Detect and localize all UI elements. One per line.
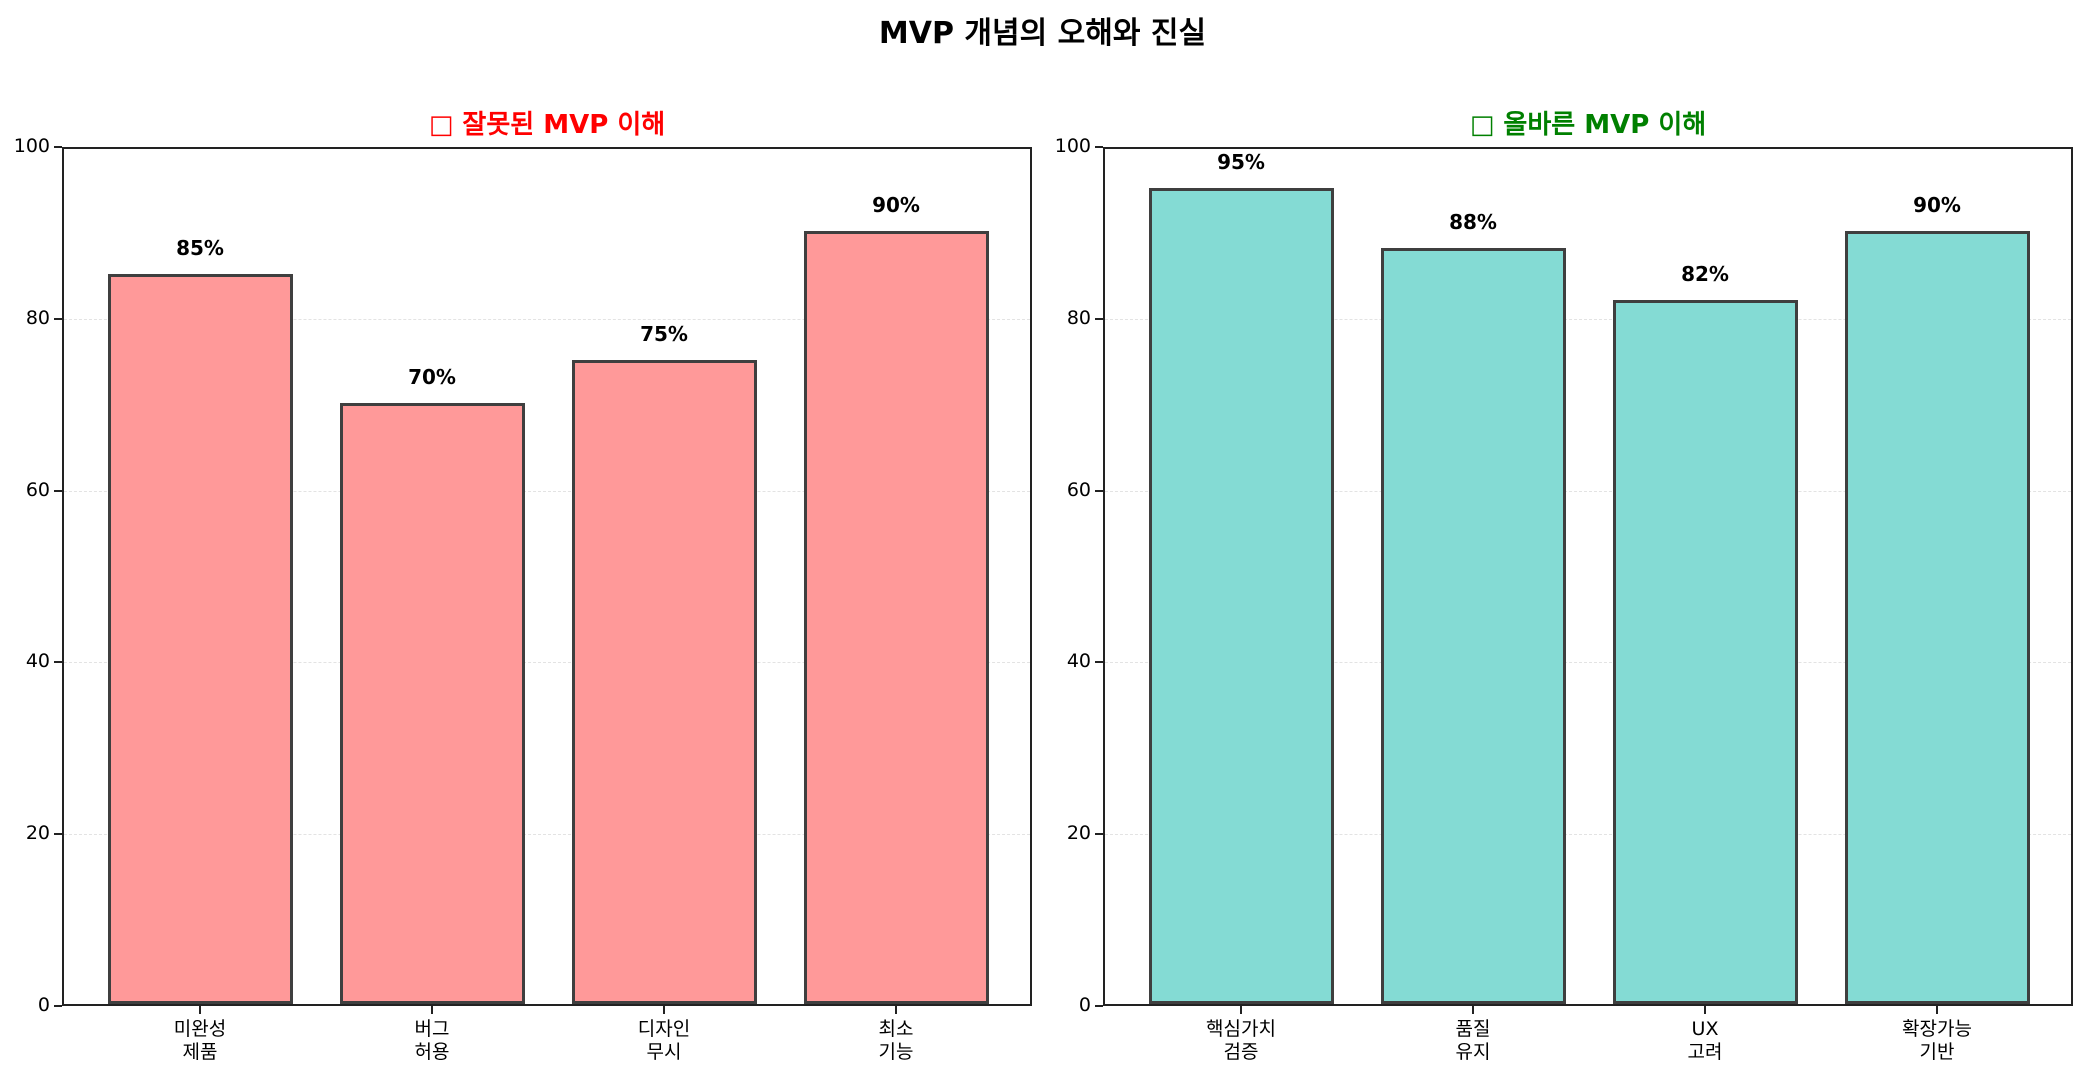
- x-tick-label: 버그 허용: [332, 1018, 532, 1064]
- bar[interactable]: [1148, 187, 1334, 1004]
- gridline: [1105, 318, 2071, 320]
- x-tick-mark: [663, 1006, 665, 1014]
- y-tick-mark: [54, 661, 62, 664]
- y-tick-label: 40: [25, 650, 50, 673]
- y-tick-label: 80: [1066, 306, 1091, 329]
- x-tick-label: 최소 기능: [796, 1018, 996, 1064]
- x-tick-label: 확장가능 기반: [1837, 1018, 2037, 1064]
- y-tick-mark: [1095, 661, 1103, 664]
- bar-value-label: 90%: [1913, 192, 1961, 217]
- y-tick-label: 60: [25, 478, 50, 501]
- bar[interactable]: [571, 359, 757, 1004]
- bar-value-label: 85%: [176, 235, 224, 260]
- gridline: [1105, 490, 2071, 492]
- x-tick-label-line: 디자인: [637, 1018, 691, 1040]
- x-tick-label: UX 고려: [1605, 1018, 1805, 1064]
- plot-axes: [1103, 147, 2073, 1006]
- x-tick-label-line: 핵심가치: [1206, 1018, 1276, 1040]
- x-tick-mark: [1472, 1006, 1474, 1014]
- bar[interactable]: [803, 230, 989, 1004]
- y-tick-label: 100: [13, 135, 50, 157]
- bar[interactable]: [1844, 230, 2030, 1004]
- x-tick-label-line: 기능: [878, 1041, 914, 1063]
- x-tick-label-line: UX: [1691, 1018, 1719, 1040]
- bar-value-label: 88%: [1449, 210, 1497, 235]
- y-tick-mark: [54, 146, 62, 148]
- x-tick-label-line: 기반: [1919, 1041, 1955, 1063]
- y-tick-mark: [1095, 1005, 1103, 1007]
- x-tick-label-line: 확장가능: [1902, 1018, 1972, 1040]
- y-tick-mark: [54, 317, 62, 320]
- x-tick-label-line: 검증: [1223, 1041, 1259, 1063]
- subplot-title: □ 잘못된 MVP 이해: [428, 110, 666, 140]
- y-tick-mark: [1095, 489, 1103, 492]
- x-tick-label-line: 품질: [1455, 1018, 1491, 1040]
- y-tick-mark: [54, 833, 62, 836]
- x-tick-label-line: 버그: [414, 1018, 450, 1040]
- bar-value-label: 70%: [408, 364, 456, 389]
- gridline: [64, 834, 1030, 836]
- gridline: [64, 662, 1030, 664]
- bar[interactable]: [1380, 248, 1566, 1004]
- gridline: [64, 318, 1030, 320]
- y-tick-label: 40: [1066, 650, 1091, 673]
- y-tick-label: 60: [1066, 478, 1091, 501]
- y-tick-label: 0: [1078, 994, 1091, 1016]
- x-tick-label-line: 허용: [414, 1041, 450, 1063]
- gridline: [1105, 834, 2071, 836]
- y-tick-label: 0: [37, 994, 50, 1016]
- x-tick-label: 디자인 무시: [564, 1018, 764, 1064]
- bar[interactable]: [339, 402, 525, 1004]
- x-tick-mark: [1240, 1006, 1242, 1014]
- y-tick-label: 80: [25, 306, 50, 329]
- y-tick-mark: [1095, 317, 1103, 320]
- x-tick-mark: [199, 1006, 201, 1014]
- x-tick-label-line: 제품: [182, 1041, 218, 1063]
- x-tick-label-line: 무시: [646, 1041, 682, 1063]
- x-tick-label: 핵심가치 검증: [1141, 1018, 1341, 1064]
- plot-axes: [62, 147, 1032, 1006]
- x-tick-mark: [895, 1006, 897, 1014]
- x-tick-label: 미완성 제품: [100, 1018, 300, 1064]
- x-tick-label: 품질 유지: [1373, 1018, 1573, 1064]
- y-tick-label: 20: [1066, 822, 1091, 845]
- x-tick-mark: [431, 1006, 433, 1014]
- bar[interactable]: [107, 273, 293, 1004]
- y-tick-mark: [1095, 833, 1103, 836]
- bar-value-label: 75%: [640, 321, 688, 346]
- y-tick-mark: [1095, 146, 1103, 148]
- x-tick-label-line: 고려: [1687, 1041, 1723, 1063]
- y-tick-mark: [54, 1005, 62, 1007]
- x-tick-label-line: 유지: [1455, 1041, 1491, 1063]
- y-tick-mark: [54, 489, 62, 492]
- gridline: [64, 490, 1030, 492]
- gridline: [1105, 662, 2071, 664]
- subplot-title: □ 올바른 MVP 이해: [1469, 110, 1707, 140]
- y-tick-label: 20: [25, 822, 50, 845]
- x-tick-mark: [1704, 1006, 1706, 1014]
- x-tick-label-line: 최소: [878, 1018, 914, 1040]
- y-tick-label: 100: [1054, 135, 1091, 157]
- x-tick-mark: [1936, 1006, 1938, 1014]
- bar-value-label: 90%: [872, 192, 920, 217]
- x-tick-label-line: 미완성: [173, 1018, 227, 1040]
- bar-value-label: 95%: [1217, 149, 1265, 174]
- figure-title: MVP 개념의 오해와 진실: [878, 16, 1207, 51]
- bar-value-label: 82%: [1681, 261, 1729, 286]
- bar[interactable]: [1612, 299, 1798, 1004]
